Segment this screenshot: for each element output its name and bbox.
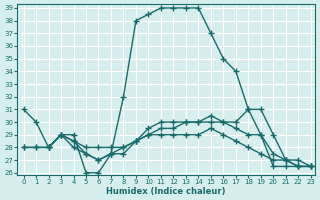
X-axis label: Humidex (Indice chaleur): Humidex (Indice chaleur) bbox=[106, 187, 226, 196]
